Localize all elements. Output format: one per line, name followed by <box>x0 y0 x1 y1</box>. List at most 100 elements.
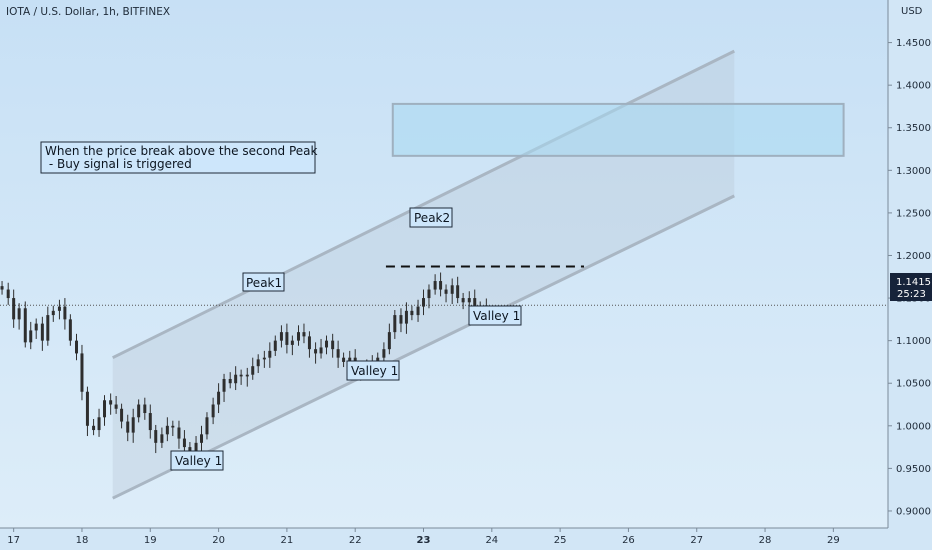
candle <box>40 316 44 351</box>
candle <box>461 292 465 310</box>
time-tick-label: 25 <box>554 535 567 546</box>
candle-body <box>103 400 107 418</box>
candle-body <box>314 349 318 354</box>
candle <box>126 414 130 442</box>
peak1-label[interactable]: Peak1 <box>242 272 285 292</box>
time-tick-label: 21 <box>281 535 294 546</box>
candle-body <box>92 425 96 431</box>
candle-body <box>120 408 124 422</box>
candle-body <box>46 315 50 341</box>
candle-body <box>40 323 44 341</box>
candle-body <box>148 413 152 431</box>
note-annotation[interactable]: When the price break above the second Pe… <box>40 141 318 174</box>
candle-body <box>302 332 306 337</box>
note-line-1: When the price break above the second Pe… <box>45 144 318 158</box>
candle <box>444 284 448 303</box>
candle <box>0 281 4 295</box>
candle-body <box>348 357 352 362</box>
candle-body <box>160 434 164 443</box>
time-tick-label: 26 <box>622 535 635 546</box>
candle <box>171 420 175 437</box>
candle-body <box>256 359 260 367</box>
candle-body <box>217 391 221 405</box>
candle <box>12 289 16 328</box>
time-tick-label: 18 <box>76 535 89 546</box>
candle <box>200 425 204 454</box>
target-zone <box>391 102 845 157</box>
candle-body <box>416 306 420 316</box>
valley-left-text: Valley 1 <box>175 454 222 468</box>
candle <box>222 373 226 402</box>
candle <box>404 302 408 334</box>
candle-body <box>222 378 226 392</box>
candle <box>154 424 158 454</box>
time-tick-label: 29 <box>827 535 840 546</box>
price-tick-label: 1.4000 <box>896 81 931 92</box>
candle <box>68 314 72 346</box>
candle-body <box>450 285 454 294</box>
candle-body <box>444 289 448 294</box>
time-tick-label: 23 <box>417 535 431 546</box>
candle <box>245 367 249 387</box>
candle-body <box>182 438 186 448</box>
candle-body <box>399 315 403 324</box>
candle-body <box>245 374 249 377</box>
channel-upper-line <box>112 49 735 360</box>
candle-body <box>262 357 266 360</box>
candle-body <box>137 404 141 418</box>
candle-body <box>85 391 89 426</box>
candle-body <box>131 417 135 433</box>
candle <box>23 301 27 348</box>
time-tick-label: 24 <box>485 535 498 546</box>
candle <box>285 323 289 354</box>
valley-label-mid[interactable]: Valley 1 <box>346 360 400 381</box>
candle <box>85 386 89 437</box>
price-tick-label: 1.4500 <box>896 38 931 49</box>
candle <box>331 333 335 358</box>
candle <box>29 321 33 350</box>
current-price-value: 1.1415 <box>896 277 931 288</box>
candle <box>427 284 431 309</box>
candle <box>211 397 215 425</box>
candle-body <box>29 330 33 343</box>
valley-right-text: Valley 1 <box>473 309 520 323</box>
candle-body <box>336 349 340 358</box>
candle-body <box>268 350 272 358</box>
time-axis-ticks: 17 18 19 20 21 22 23 24 25 26 27 28 29 <box>7 528 840 546</box>
price-tick-label: 1.3500 <box>896 123 931 134</box>
candle-body <box>0 286 4 290</box>
candle <box>416 299 420 322</box>
candle-body <box>467 298 471 303</box>
candle <box>307 331 311 358</box>
candle-body <box>165 425 169 435</box>
candle <box>399 308 403 333</box>
valley-label-right[interactable]: Valley 1 <box>468 305 522 326</box>
candle <box>182 430 186 453</box>
candle <box>302 323 306 344</box>
price-channel <box>112 49 735 500</box>
candle <box>57 299 61 320</box>
candle-body <box>473 298 477 307</box>
candle-body <box>51 310 55 316</box>
candle-body <box>290 340 294 345</box>
candle-body <box>297 332 301 341</box>
candle-body <box>57 306 61 311</box>
candle-body <box>194 442 198 456</box>
candle-body <box>80 353 84 392</box>
candle-body <box>422 298 426 307</box>
time-axis-background[interactable] <box>0 528 888 550</box>
candle-body <box>393 315 397 333</box>
candle <box>75 333 79 361</box>
candle <box>410 305 414 321</box>
candle-body <box>17 308 21 320</box>
candle <box>148 404 152 439</box>
candle-body <box>228 378 232 384</box>
candle <box>262 350 266 368</box>
price-tick-label: 0.9000 <box>896 506 931 517</box>
channel-lower-line <box>112 194 735 500</box>
target-zone-box <box>391 102 845 157</box>
valley-label-left[interactable]: Valley 1 <box>170 450 224 471</box>
peak2-label[interactable]: Peak2 <box>409 207 453 228</box>
